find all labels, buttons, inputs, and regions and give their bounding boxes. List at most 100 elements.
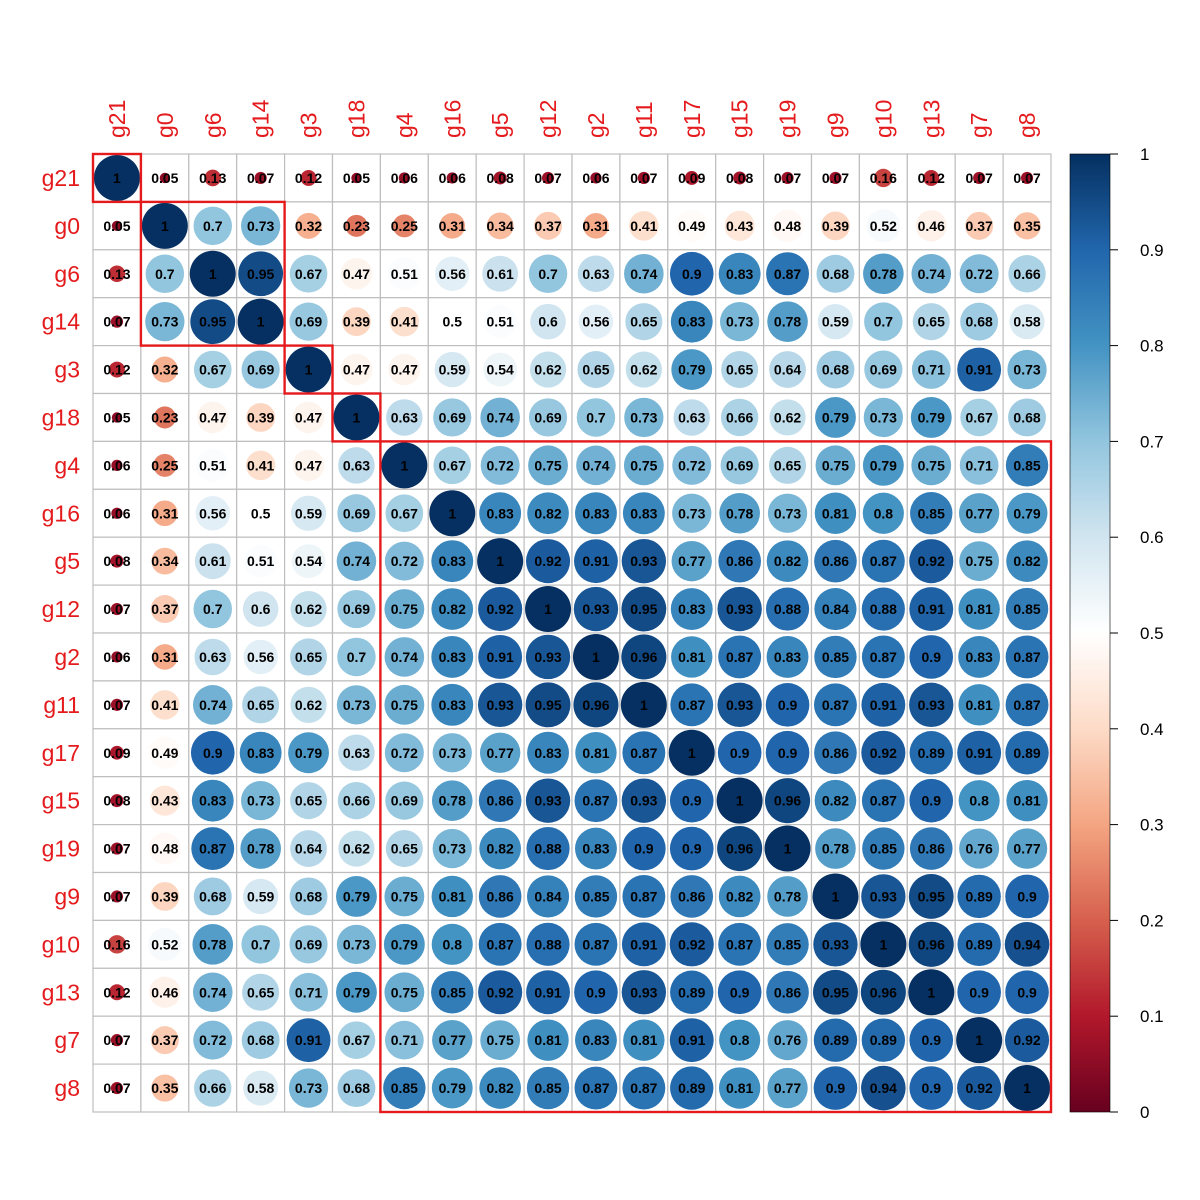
circle-g18-g6 [196, 401, 229, 434]
value-label-g0-g12: 0.37 [534, 218, 561, 234]
value-label-g5-g16: 0.83 [439, 553, 466, 569]
value-label-g19-g10: 0.85 [870, 841, 897, 857]
circle-g19-g9 [815, 828, 856, 869]
circle-g5-g6 [194, 543, 231, 580]
circle-g10-g0 [148, 927, 182, 961]
circle-g2-g19 [766, 636, 809, 678]
colorbar-tick-label-7: 0.7 [1140, 432, 1164, 451]
value-label-g14-g8: 0.58 [1013, 314, 1040, 330]
row-label-g19: g19 [42, 836, 80, 862]
circle-g2-g11 [621, 634, 667, 680]
value-label-g14-g16: 0.5 [443, 314, 463, 330]
value-label-g8-g8: 1 [1023, 1080, 1031, 1096]
value-label-g2-g2: 1 [592, 649, 600, 665]
value-label-g2-g5: 0.91 [487, 649, 514, 665]
circle-g3-g11 [625, 351, 662, 388]
circle-g16-g7 [958, 493, 1000, 534]
value-label-g10-g15: 0.87 [726, 936, 753, 952]
circle-g7-g19 [767, 1020, 808, 1061]
circle-g12-g8 [1005, 587, 1049, 631]
col-label-g2: g2 [583, 112, 609, 138]
value-label-g15-g18: 0.66 [343, 793, 370, 809]
circle-g0-g4 [392, 214, 416, 238]
circle-g2-g9 [814, 635, 857, 679]
value-label-g10-g17: 0.92 [678, 936, 705, 952]
circle-g15-g7 [958, 780, 1000, 822]
matrix-cells: 1 0.05 0.13 0.07 0.12 0.05 0.06 0.06 0.08 0.07 0.0… [92, 153, 1052, 1113]
value-label-g16-g11: 0.83 [630, 505, 657, 521]
circle-g8-g3 [288, 1068, 329, 1108]
circle-g19-g14 [240, 828, 281, 869]
circle-g19-g19 [764, 825, 811, 872]
value-label-g18-g9: 0.79 [822, 409, 849, 425]
value-label-g18-g8: 0.68 [1013, 409, 1040, 425]
value-label-g21-g13: 0.12 [918, 170, 945, 186]
value-label-g10-g14: 0.7 [251, 936, 271, 952]
value-label-g12-g7: 0.81 [966, 601, 993, 617]
circle-g19-g11 [622, 826, 666, 871]
circle-g6-g0 [145, 254, 185, 293]
circle-g18-g10 [863, 397, 903, 438]
circle-g6-g12 [528, 254, 568, 293]
row-label-g14: g14 [42, 309, 81, 335]
circle-g18-g19 [769, 399, 806, 436]
value-label-g14-g21: 0.07 [103, 314, 130, 330]
circle-g13-g3 [289, 972, 328, 1012]
circle-g7-g14 [241, 1021, 280, 1060]
value-label-g16-g12: 0.82 [534, 505, 561, 521]
circle-g11-g21 [110, 698, 124, 711]
circle-g14-g5 [483, 305, 517, 339]
value-label-g16-g18: 0.69 [343, 505, 370, 521]
value-label-g16-g0: 0.31 [151, 505, 178, 521]
value-label-g12-g17: 0.83 [678, 601, 705, 617]
circle-g21-g19 [781, 171, 794, 185]
value-label-g11-g15: 0.93 [726, 697, 753, 713]
circle-g19-g6 [191, 827, 235, 870]
value-label-g13-g18: 0.79 [343, 984, 370, 1000]
cluster-box-5 [379, 440, 1053, 1114]
value-label-g3-g12: 0.62 [534, 362, 561, 378]
value-label-g9-g12: 0.84 [534, 888, 561, 904]
colorbar-tick-label-0: 0 [1140, 1103, 1149, 1122]
value-label-g14-g18: 0.39 [343, 314, 370, 330]
circle-g18-g15 [720, 398, 759, 437]
circle-g5-g21 [110, 554, 124, 568]
value-label-g8-g4: 0.85 [391, 1080, 418, 1096]
cell-g13-g21 [92, 967, 142, 1017]
value-label-g13-g0: 0.46 [151, 984, 178, 1000]
circle-g14-g14 [237, 298, 284, 345]
cell-g15-g21 [92, 776, 142, 826]
circle-g0-g17 [675, 209, 708, 242]
circle-g12-g6 [193, 589, 232, 629]
circle-g10-g15 [718, 922, 762, 966]
circle-g15-g0 [149, 785, 180, 816]
circle-g15-g14 [241, 781, 281, 821]
circle-g16-g5 [479, 492, 522, 535]
row-label-g15: g15 [42, 788, 80, 814]
circle-g12-g11 [621, 586, 667, 632]
circle-g7-g7 [956, 1017, 1003, 1064]
value-label-g8-g0: 0.35 [151, 1080, 178, 1096]
circle-g9-g7 [957, 874, 1001, 919]
value-label-g8-g21: 0.07 [103, 1080, 130, 1096]
circle-g21-g17 [684, 171, 699, 185]
circle-g2-g14 [243, 639, 278, 675]
circle-g13-g8 [1005, 970, 1049, 1015]
circle-g10-g4 [383, 923, 425, 965]
circle-g5-g11 [621, 538, 667, 584]
col-label-g4: g4 [391, 112, 417, 138]
value-label-g15-g12: 0.93 [534, 793, 561, 809]
value-label-g18-g16: 0.69 [439, 409, 466, 425]
value-label-g5-g3: 0.54 [295, 553, 322, 569]
value-label-g21-g21: 1 [113, 170, 121, 186]
circle-g2-g3 [290, 638, 328, 676]
circle-g11-g14 [242, 686, 280, 724]
circle-g13-g11 [621, 970, 667, 1015]
value-label-g10-g13: 0.96 [918, 936, 945, 952]
circle-g21-g13 [923, 169, 940, 186]
circle-g4-g2 [576, 445, 616, 486]
value-label-g7-g0: 0.37 [151, 1032, 178, 1048]
value-label-g13-g10: 0.96 [870, 984, 897, 1000]
value-label-g10-g7: 0.89 [966, 936, 993, 952]
circle-g14-g9 [817, 303, 854, 340]
